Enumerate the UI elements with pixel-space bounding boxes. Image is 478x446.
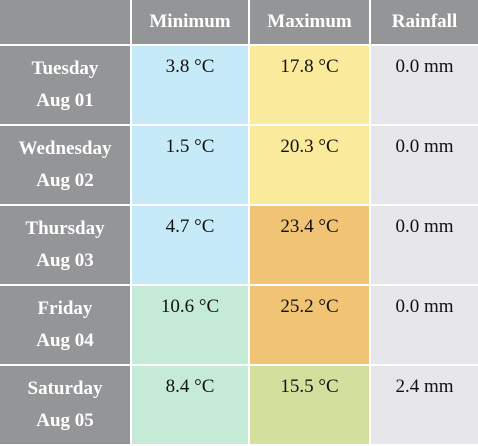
maximum-cell: 15.5 °C <box>250 366 371 444</box>
day-label: Wednesday Aug 02 <box>0 126 132 206</box>
maximum-cell: 25.2 °C <box>250 286 371 366</box>
minimum-cell: 3.8 °C <box>132 46 250 126</box>
minimum-cell: 10.6 °C <box>132 286 250 366</box>
day-label: Thursday Aug 03 <box>0 206 132 286</box>
minimum-cell: 4.7 °C <box>132 206 250 286</box>
weekday: Thursday <box>25 218 105 239</box>
weekday: Friday <box>37 298 93 319</box>
weekday: Saturday <box>27 378 103 399</box>
header-corner-cell <box>0 0 132 46</box>
rainfall-cell: 0.0 mm <box>371 206 478 286</box>
weekday: Tuesday <box>31 58 99 79</box>
day-label: Saturday Aug 05 <box>0 366 132 444</box>
maximum-cell: 20.3 °C <box>250 126 371 206</box>
date: Aug 02 <box>36 170 94 191</box>
table-row: Saturday Aug 05 8.4 °C 15.5 °C 2.4 mm <box>0 366 478 444</box>
table-row: Wednesday Aug 02 1.5 °C 20.3 °C 0.0 mm <box>0 126 478 206</box>
header-minimum: Minimum <box>132 0 250 46</box>
table-row: Thursday Aug 03 4.7 °C 23.4 °C 0.0 mm <box>0 206 478 286</box>
rainfall-cell: 0.0 mm <box>371 46 478 126</box>
date: Aug 03 <box>36 250 94 271</box>
rainfall-cell: 2.4 mm <box>371 366 478 444</box>
day-label: Tuesday Aug 01 <box>0 46 132 126</box>
weekday: Wednesday <box>18 138 112 159</box>
header-row: Minimum Maximum Rainfall <box>0 0 478 46</box>
maximum-cell: 17.8 °C <box>250 46 371 126</box>
maximum-cell: 23.4 °C <box>250 206 371 286</box>
date: Aug 04 <box>36 330 94 351</box>
rainfall-cell: 0.0 mm <box>371 126 478 206</box>
date: Aug 05 <box>36 410 94 431</box>
table-row: Friday Aug 04 10.6 °C 25.2 °C 0.0 mm <box>0 286 478 366</box>
date: Aug 01 <box>36 90 94 111</box>
header-maximum: Maximum <box>250 0 371 46</box>
day-label: Friday Aug 04 <box>0 286 132 366</box>
table-row: Tuesday Aug 01 3.8 °C 17.8 °C 0.0 mm <box>0 46 478 126</box>
header-rainfall: Rainfall <box>371 0 478 46</box>
minimum-cell: 8.4 °C <box>132 366 250 444</box>
rainfall-cell: 0.0 mm <box>371 286 478 366</box>
minimum-cell: 1.5 °C <box>132 126 250 206</box>
